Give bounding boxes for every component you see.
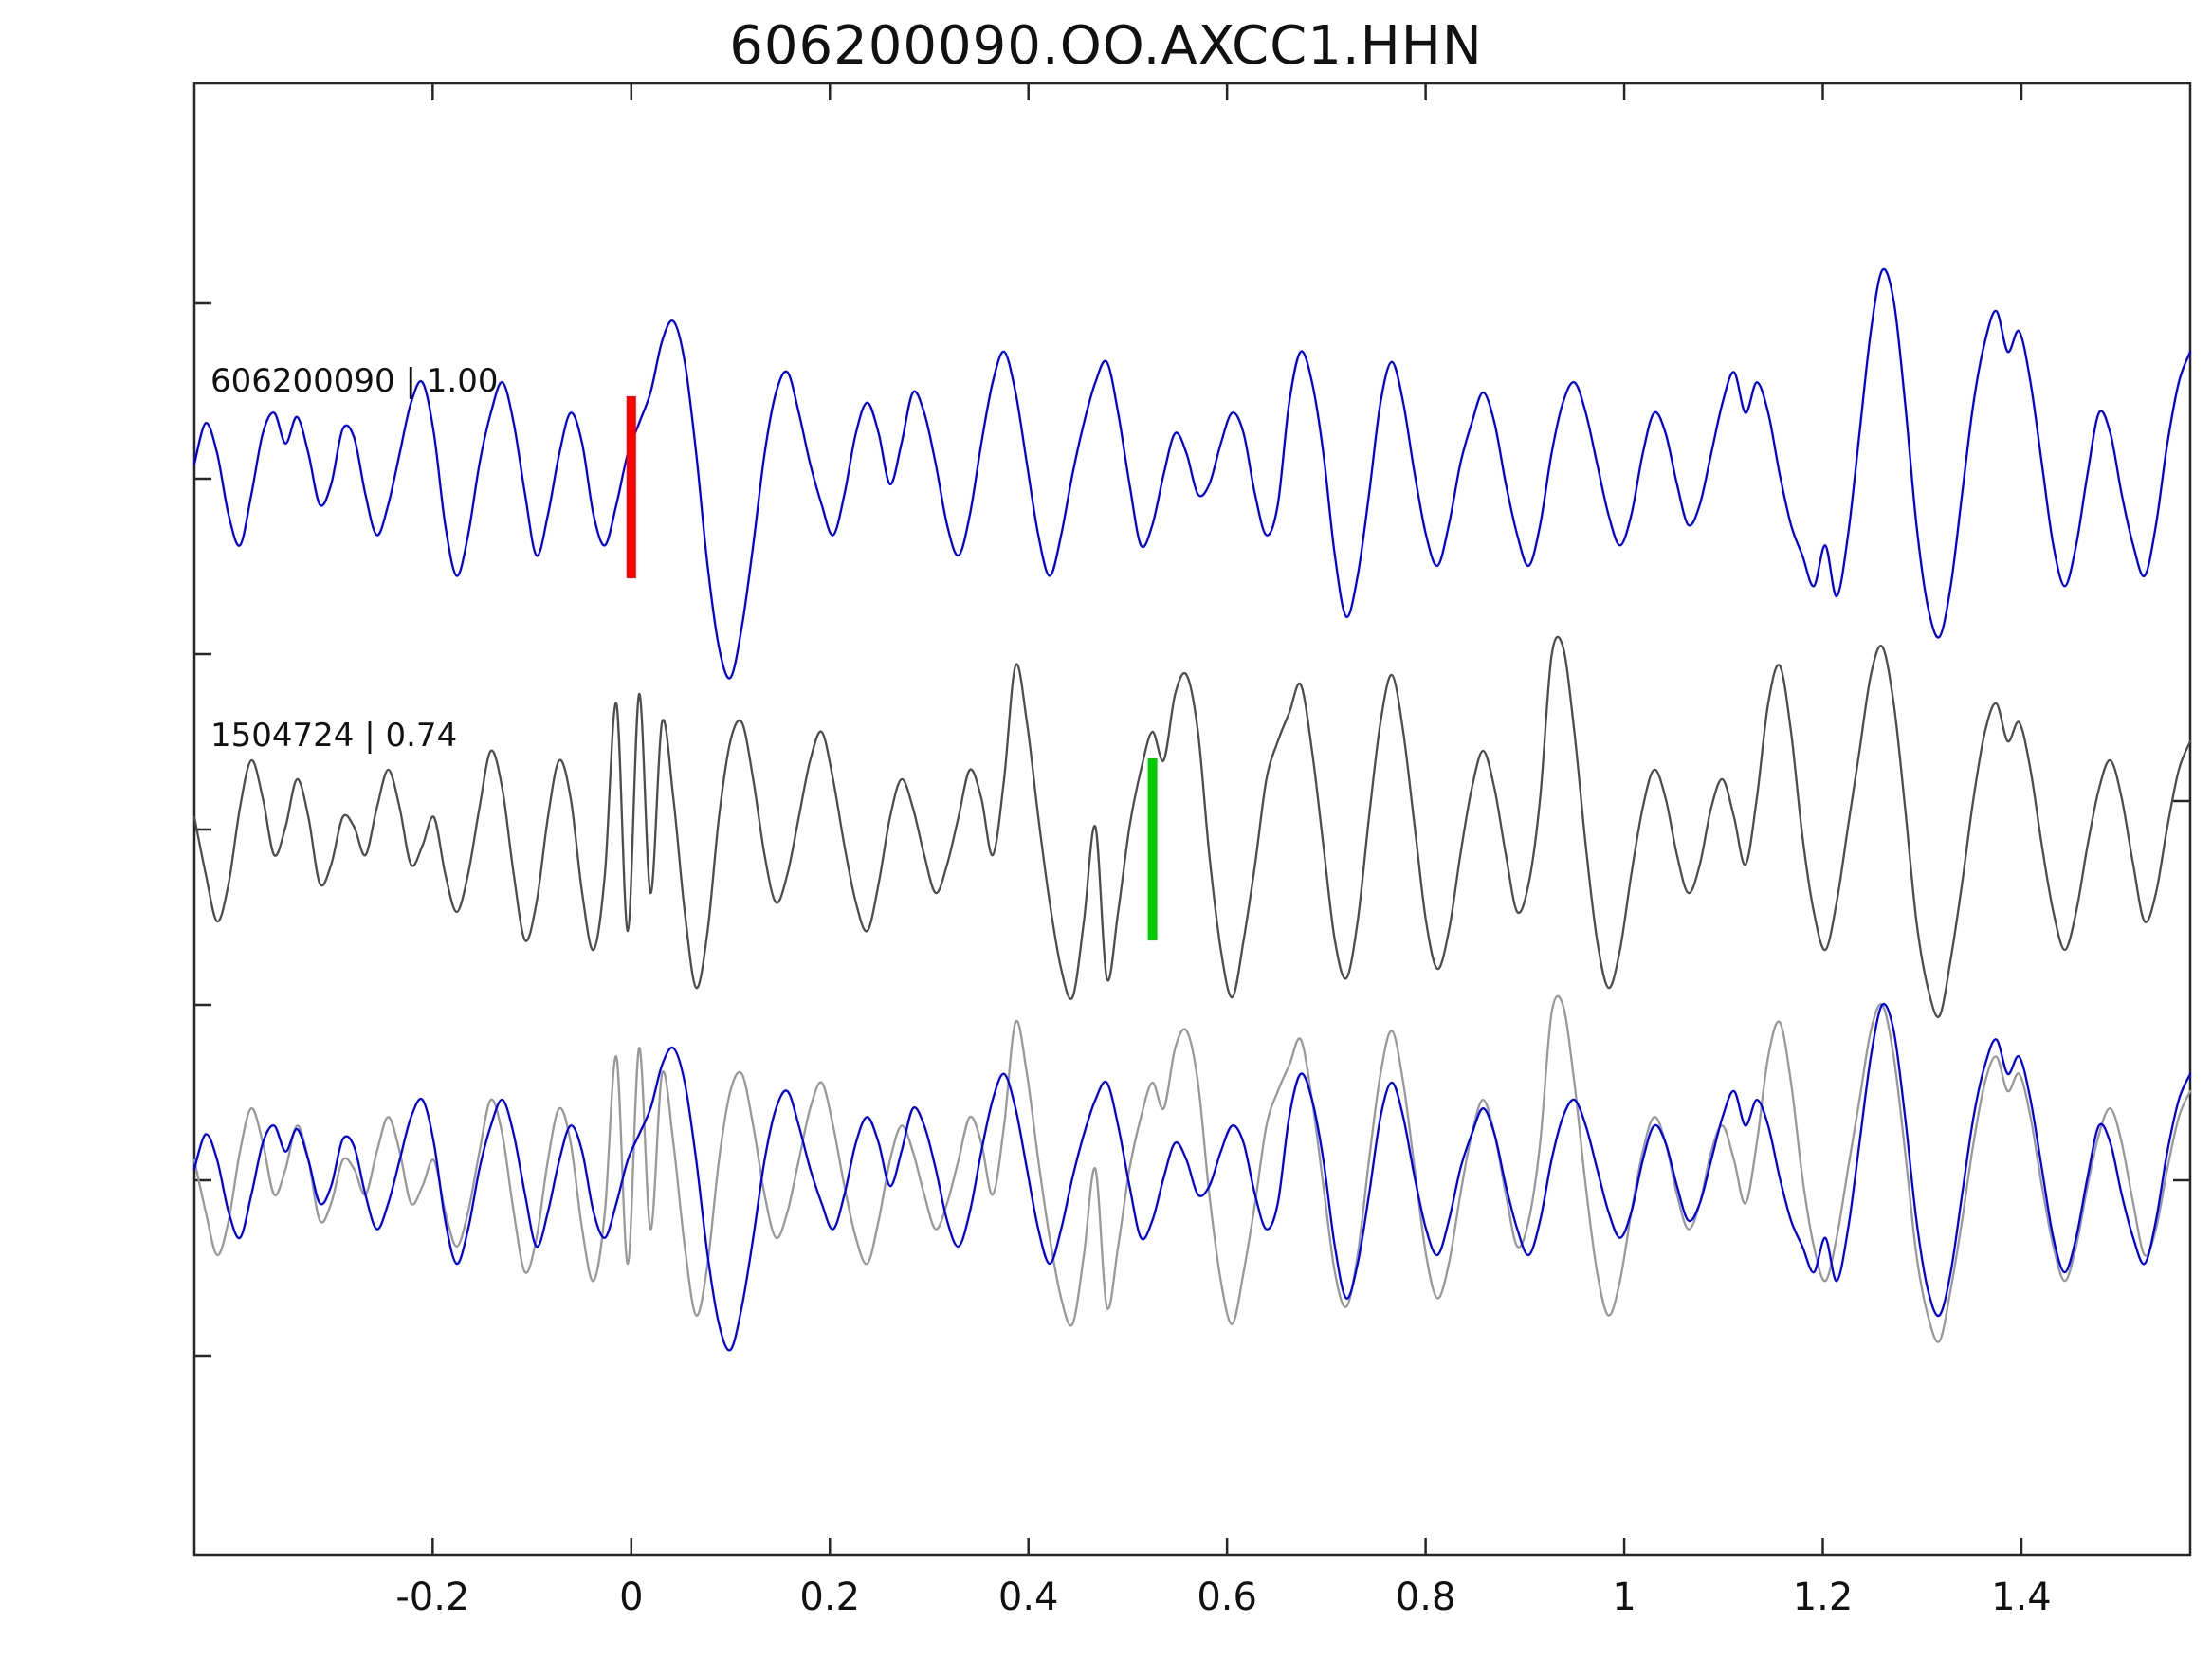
x-tick-label: -0.2 bbox=[395, 1576, 469, 1619]
trace-label-template: 1504724 | 0.74 bbox=[210, 717, 458, 755]
axes-box bbox=[192, 82, 2192, 1557]
trace-label-detection: 606200090 | 1.00 bbox=[210, 362, 499, 400]
x-tick-label: 0.2 bbox=[799, 1576, 860, 1619]
x-tick-label: 1.4 bbox=[1991, 1576, 2052, 1619]
x-tick-label: 0 bbox=[619, 1576, 643, 1619]
x-tick-label: 1.2 bbox=[1793, 1576, 1854, 1619]
chart-title: 606200090.OO.AXCC1.HHN bbox=[729, 15, 1483, 77]
x-tick-label: 0.4 bbox=[998, 1576, 1059, 1619]
x-tick-label: 0.6 bbox=[1197, 1576, 1257, 1619]
trace-template-row2 bbox=[192, 635, 2192, 1018]
trace-detection-row3 bbox=[192, 1002, 2192, 1352]
trace-template-row3 bbox=[192, 994, 2192, 1343]
x-tick-label: 0.8 bbox=[1396, 1576, 1456, 1619]
x-tick-label: 1 bbox=[1612, 1576, 1636, 1619]
trace-detection-row1 bbox=[192, 267, 2192, 680]
